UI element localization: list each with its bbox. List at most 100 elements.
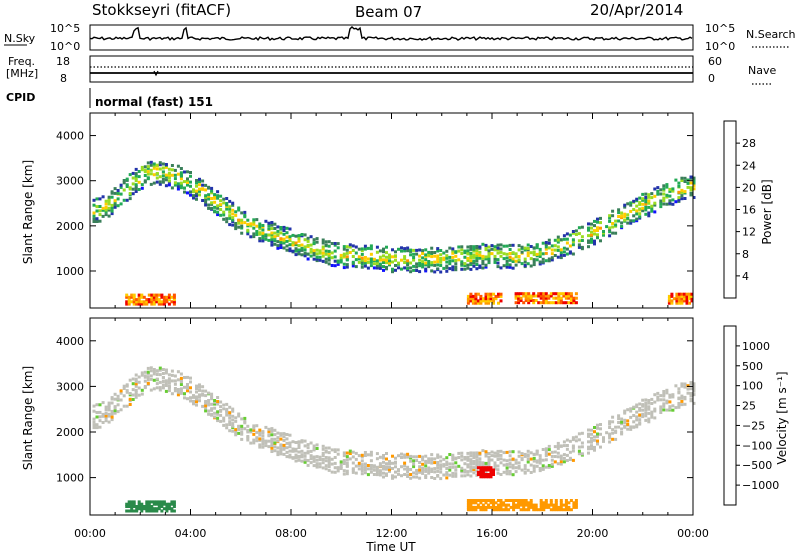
- velocity-near-range-cell: [574, 499, 578, 502]
- power-cell: [360, 262, 364, 266]
- velocity-cell: [436, 469, 440, 473]
- velocity-cell: [210, 412, 214, 416]
- velocity-near-range-cell: [529, 505, 533, 509]
- velocity-cell: [195, 384, 198, 388]
- power-near-range-cell: [165, 295, 169, 299]
- power-cell: [623, 205, 627, 209]
- power-cell: [122, 198, 126, 202]
- power-near-range-cell: [471, 294, 475, 298]
- power-cell: [517, 260, 521, 264]
- velocity-cell: [237, 427, 241, 431]
- power-cell: [321, 238, 325, 242]
- velocity-cell: [207, 409, 211, 413]
- power-near-range-cell: [152, 300, 156, 304]
- velocity-near-range-cell: [492, 508, 495, 512]
- velocity-cell: [303, 451, 307, 455]
- velocity-cell: [565, 459, 569, 462]
- power-cell: [195, 191, 198, 195]
- power-cell: [532, 263, 536, 267]
- power-cell: [128, 173, 132, 177]
- velocity-cell: [204, 401, 208, 405]
- velocity-cell: [556, 441, 560, 445]
- power-near-range-cell: [497, 301, 500, 305]
- power-cell: [213, 200, 217, 204]
- velocity-cell: [469, 465, 473, 469]
- velocity-cell: [590, 436, 593, 440]
- power-cell: [680, 188, 684, 192]
- power-near-range-cell: [539, 292, 543, 296]
- velocity-cell: [394, 456, 397, 460]
- power-cell: [523, 260, 527, 264]
- velocity-cell: [541, 448, 545, 451]
- power-cell: [635, 219, 639, 223]
- velocity-cell: [385, 472, 388, 476]
- velocity-cell: [146, 372, 150, 376]
- velocity-near-range-cell: [474, 499, 478, 502]
- velocity-cell: [596, 423, 599, 427]
- velocity-near-range-cell: [165, 507, 169, 511]
- power-cell: [662, 192, 666, 196]
- velocity-cell: [565, 438, 569, 442]
- power-cell: [394, 254, 397, 258]
- velocity-cell: [345, 472, 349, 476]
- power-cell: [532, 250, 536, 254]
- velocity-cell: [487, 463, 491, 467]
- power-cell: [397, 266, 400, 270]
- power-cell: [590, 240, 593, 244]
- power-cell: [243, 221, 247, 225]
- power-cell: [152, 173, 156, 177]
- velocity-near-range-cell: [489, 466, 493, 470]
- velocity-near-range-cell: [481, 475, 485, 479]
- power-cell: [104, 202, 108, 206]
- velocity-near-range-cell: [559, 508, 563, 512]
- power-cell: [436, 257, 440, 261]
- velocity-near-range-cell: [494, 508, 498, 512]
- velocity-near-range-cell: [481, 470, 485, 474]
- velocity-cell: [632, 414, 636, 417]
- power-cell: [451, 265, 455, 269]
- velocity-cell: [460, 466, 464, 470]
- velocity-cell: [689, 387, 693, 391]
- power-cell: [155, 172, 159, 175]
- velocity-cell: [204, 409, 208, 413]
- velocity-cell: [562, 444, 566, 448]
- velocity-cell: [273, 445, 277, 449]
- power-cell: [228, 207, 232, 211]
- velocity-cell: [647, 411, 651, 415]
- power-near-range-cell: [683, 294, 686, 298]
- velocity-cell: [312, 447, 316, 451]
- power-cell: [240, 221, 244, 225]
- velocity-cell: [291, 449, 295, 453]
- velocity-cell: [382, 460, 385, 464]
- velocity-near-range-cell: [532, 505, 536, 509]
- power-cell: [225, 217, 229, 221]
- velocity-colorbar-frame: [723, 325, 737, 506]
- power-cell: [270, 240, 274, 244]
- power-cell: [104, 208, 108, 212]
- velocity-cell: [430, 461, 434, 465]
- velocity-near-range-cell: [522, 508, 526, 512]
- nave-tick-top: 60: [708, 55, 722, 68]
- power-near-range-cell: [469, 299, 473, 303]
- velocity-cell: [496, 468, 500, 472]
- power-cell: [454, 254, 458, 258]
- power-near-range-cell: [542, 299, 546, 302]
- velocity-cell: [134, 384, 138, 388]
- power-cell: [692, 196, 696, 199]
- velocity-cell: [375, 452, 379, 456]
- power-cell: [415, 262, 419, 266]
- velocity-cell: [369, 453, 373, 457]
- velocity-near-range-cell: [484, 473, 488, 476]
- velocity-cell: [143, 385, 147, 388]
- velocity-cell: [641, 404, 645, 408]
- velocity-cell: [635, 425, 639, 429]
- power-near-range-cell: [137, 295, 141, 299]
- power-cell: [164, 173, 168, 177]
- power-near-range-cell: [487, 294, 490, 298]
- velocity-cell: [538, 454, 542, 458]
- power-near-range-cell: [517, 292, 521, 296]
- cpid-mode: normal (fast) 151: [95, 95, 213, 109]
- velocity-cell: [192, 402, 195, 406]
- power-cell: [306, 252, 310, 256]
- power-cell: [288, 235, 292, 239]
